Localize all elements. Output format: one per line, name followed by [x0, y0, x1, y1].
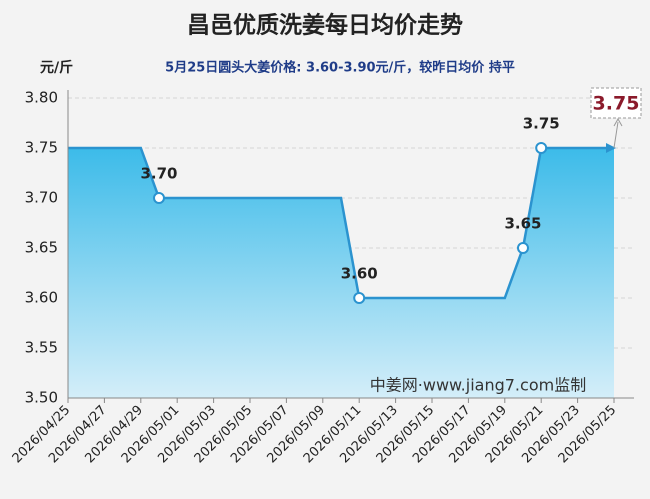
y-tick-label: 3.60 — [25, 289, 58, 307]
data-label: 3.75 — [523, 115, 560, 133]
line-end-arrow — [606, 143, 616, 153]
area — [68, 148, 614, 398]
y-axis-label: 元/斤 — [40, 59, 73, 76]
data-label: 3.65 — [504, 215, 541, 233]
y-tick-label: 3.80 — [25, 89, 58, 107]
y-tick-label: 3.75 — [25, 139, 58, 157]
callout-arrowhead — [613, 117, 623, 127]
marker — [517, 242, 529, 254]
data-label: 3.60 — [341, 265, 378, 283]
marker — [153, 192, 165, 204]
marker — [535, 142, 548, 154]
y-tick-label: 3.55 — [25, 339, 58, 357]
data-label: 3.70 — [140, 165, 177, 183]
y-tick-label: 3.65 — [25, 239, 58, 257]
watermark: 中姜网·www.jiang7.com监制 — [370, 376, 586, 395]
chart-title: 昌邑优质洗姜每日均价走势 — [187, 12, 463, 39]
callout-box — [590, 87, 642, 119]
callout-arrow — [613, 121, 619, 149]
marker — [353, 292, 366, 304]
subtitle: 5月25日圆头大姜价格: 3.60-3.90元/斤，较昨日均价 持平 — [165, 60, 515, 76]
latest-label: 3.75 — [593, 93, 640, 115]
y-tick-label: 3.70 — [25, 189, 58, 207]
y-tick-label: 3.50 — [25, 389, 58, 407]
